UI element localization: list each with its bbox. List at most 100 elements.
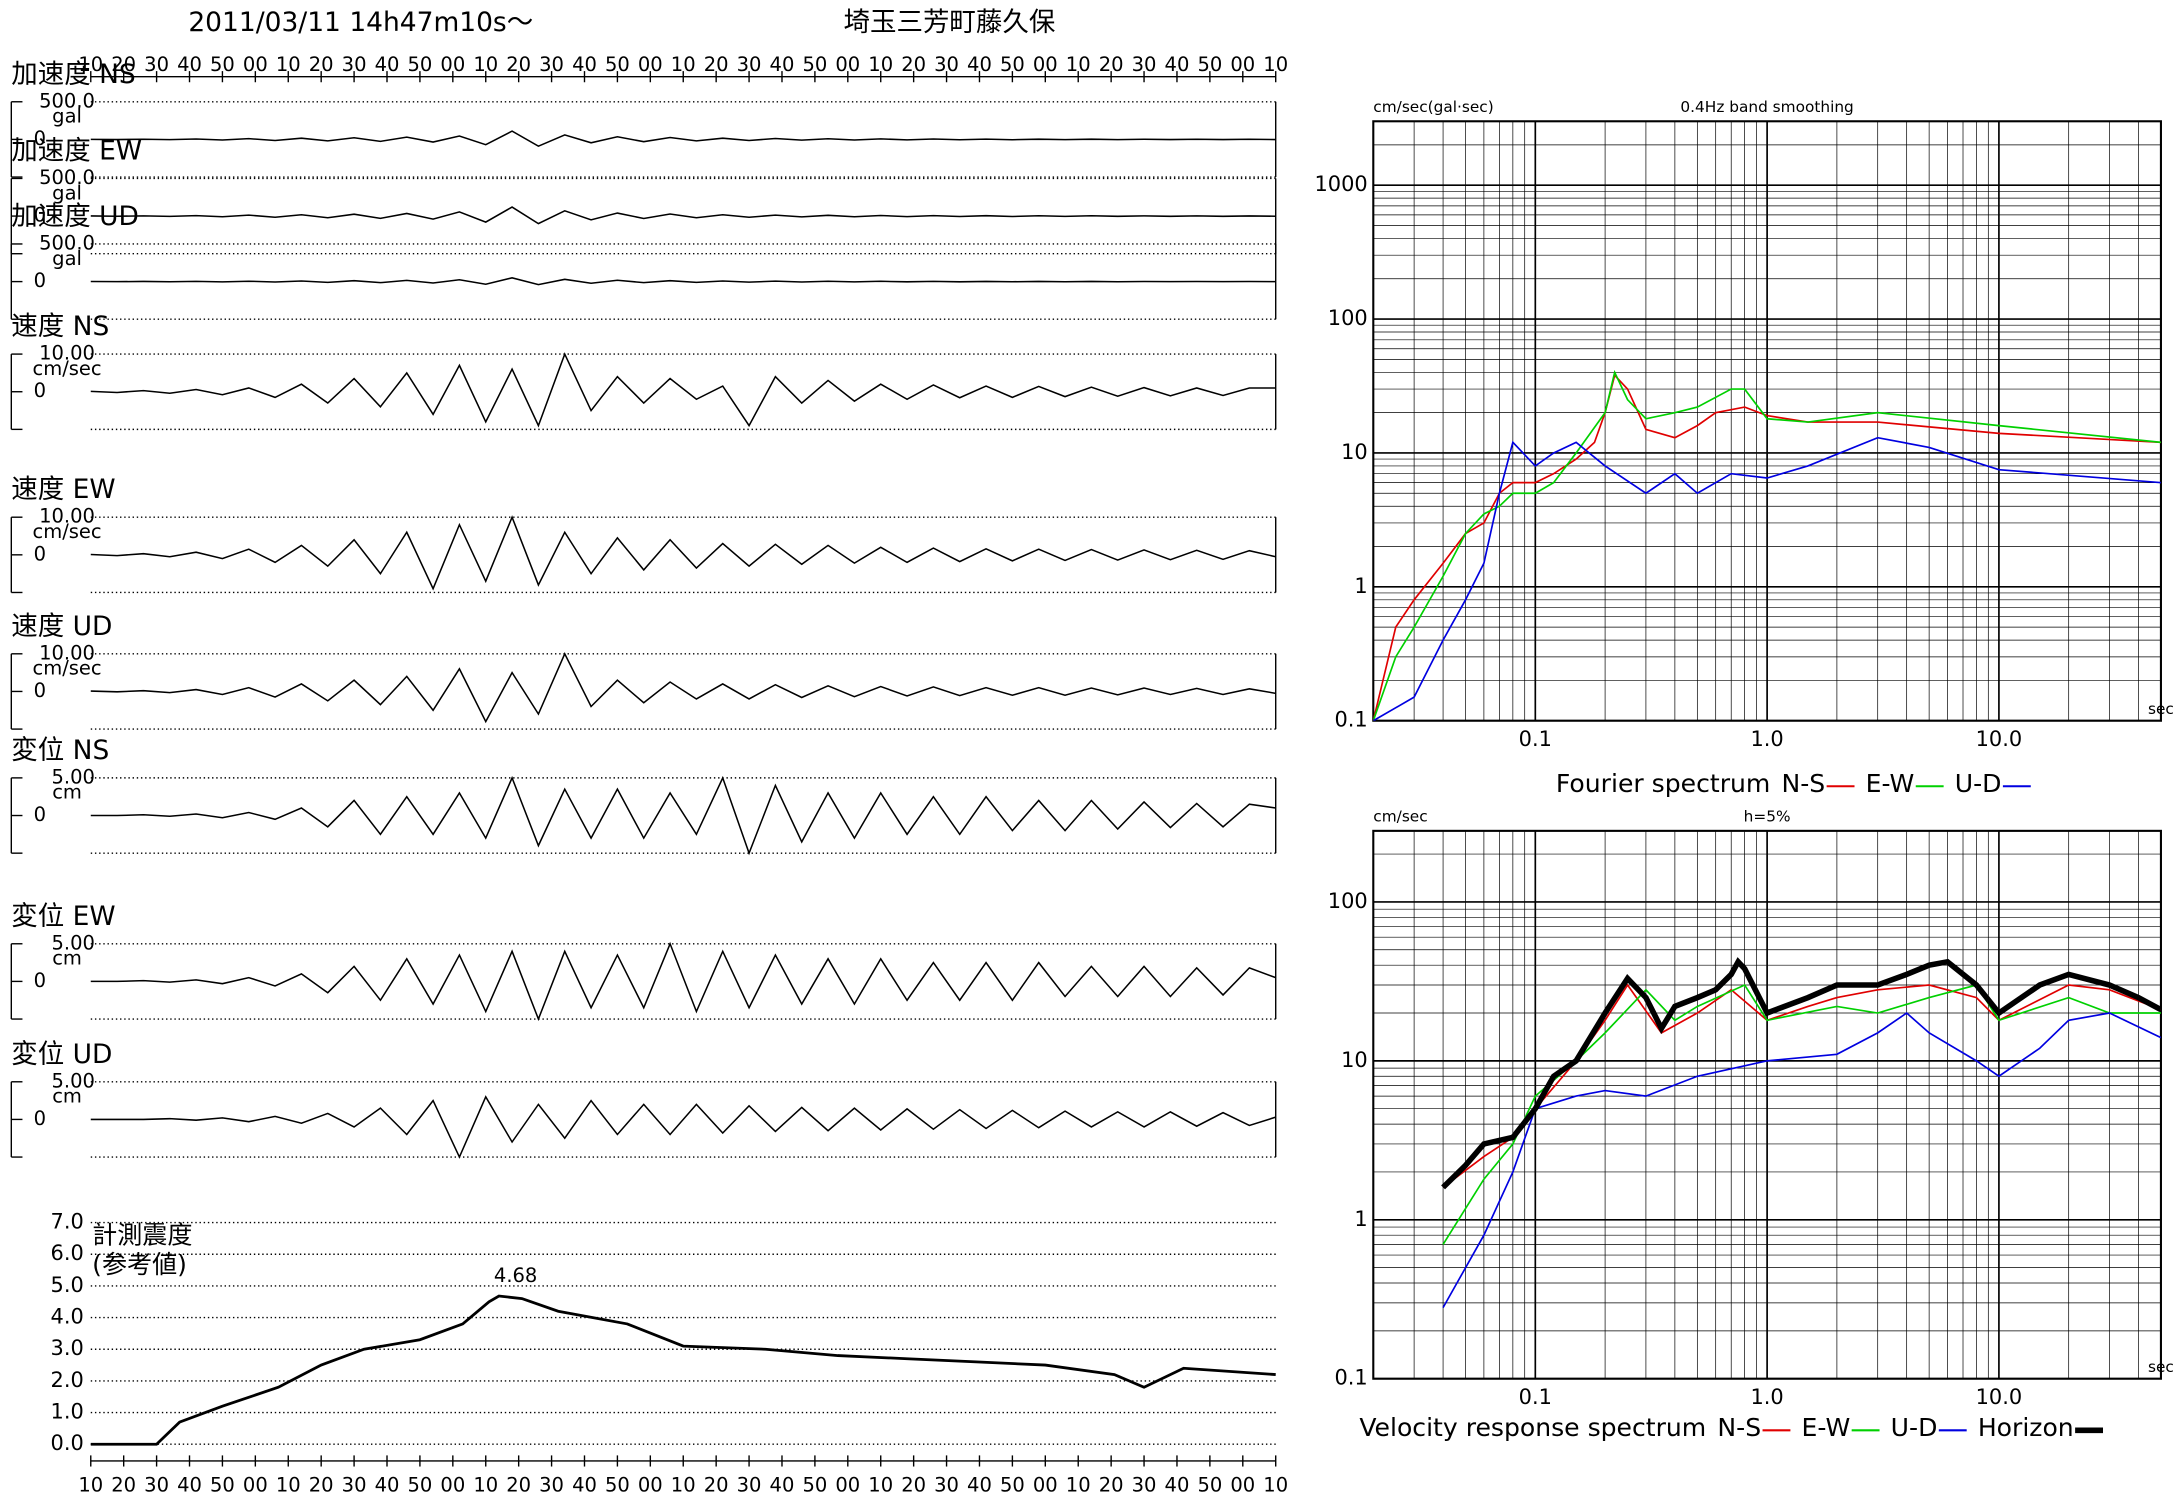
y-tick-label: 0 (34, 679, 46, 702)
time-label: 20 (704, 1474, 729, 1497)
unit-label: cm/sec (32, 357, 101, 380)
waveform (90, 775, 1276, 856)
time-label: 30 (144, 1474, 169, 1497)
time-label: 00 (440, 1474, 465, 1497)
legend-label: U-D (1891, 1413, 1938, 1442)
datetime: 2011/03/11 14h47m10s〜 (188, 7, 533, 38)
time-label: 10 (78, 1474, 103, 1497)
unit-label: gal (52, 247, 82, 270)
y-tick-label: 1 (1354, 1207, 1367, 1231)
time-label: 40 (375, 1474, 400, 1497)
y-tick-label: 5.00 (52, 765, 95, 788)
time-label: 10 (276, 1474, 301, 1497)
time-label: 00 (835, 1474, 860, 1497)
legend-label: U-D (1955, 769, 2002, 798)
y-tick-label: 4.0 (51, 1305, 84, 1329)
x-axis-label: sec (2148, 700, 2174, 718)
trace-title: 変位 NS (11, 735, 109, 766)
y-tick-label: 6.0 (51, 1241, 84, 1265)
y-tick-label: 10.00 (39, 342, 95, 365)
y-tick-label: 0.0 (51, 1431, 84, 1455)
time-label: 10 (1066, 1474, 1091, 1497)
y-tick-label: 1000 (1315, 172, 1368, 196)
time-label: 10 (868, 1474, 893, 1497)
y-tick-label: 5.00 (52, 1069, 95, 1092)
unit-label: gal (52, 181, 82, 204)
time-label: 20 (901, 1474, 926, 1497)
time-label: 00 (638, 53, 663, 76)
time-label: 20 (1099, 53, 1124, 76)
x-tick-label: 1.0 (1750, 1385, 1783, 1409)
spectrum-line (1441, 957, 2161, 1190)
spectrum-line (1373, 369, 2161, 721)
y-tick-label: 0.1 (1334, 708, 1367, 732)
time-label: 40 (770, 53, 795, 76)
y-tick-label: 500.0 (39, 89, 95, 112)
unit-label: cm (52, 947, 82, 970)
time-label: 00 (1230, 1474, 1255, 1497)
time-label: 30 (342, 53, 367, 76)
time-label: 10 (671, 53, 696, 76)
time-label: 50 (408, 1474, 433, 1497)
time-label: 40 (375, 53, 400, 76)
trace-title: 加速度 UD (11, 201, 139, 232)
time-label: 10 (671, 1474, 696, 1497)
legend-label: Horizon (1978, 1413, 2074, 1442)
y-tick-label: 5.0 (51, 1273, 84, 1297)
time-label: 00 (835, 53, 860, 76)
unit-label: cm (52, 1085, 82, 1108)
time-label: 50 (1000, 1474, 1025, 1497)
time-label: 00 (243, 53, 268, 76)
time-label: 00 (440, 53, 465, 76)
time-label: 20 (1099, 1474, 1124, 1497)
time-label: 50 (210, 53, 235, 76)
time-label: 20 (704, 53, 729, 76)
trace-title: 速度 NS (11, 311, 109, 342)
y-tick-label: 5.00 (52, 931, 95, 954)
y-tick-label: 0 (34, 204, 46, 227)
y-tick-label: 0 (34, 969, 46, 992)
time-label: 30 (144, 53, 169, 76)
time-label: 30 (934, 53, 959, 76)
trace-title: 変位 UD (11, 1039, 112, 1070)
x-tick-label: 0.1 (1519, 727, 1552, 751)
waveform (90, 1095, 1276, 1159)
time-label: 00 (243, 1474, 268, 1497)
time-label: 50 (605, 53, 630, 76)
time-label: 00 (638, 1474, 663, 1497)
note: h=5% (1744, 807, 1791, 825)
unit-label: cm (52, 781, 82, 804)
y-tick-label: 3.0 (51, 1336, 84, 1360)
waveform (90, 652, 1276, 724)
time-label: 00 (1033, 1474, 1058, 1497)
y-tick-label: 10 (1341, 440, 1368, 464)
y-tick-label: 0 (34, 803, 46, 826)
time-label: 20 (309, 1474, 334, 1497)
y-tick-label: 0 (34, 1107, 46, 1130)
waveform (90, 515, 1276, 591)
time-label: 50 (408, 53, 433, 76)
time-label: 30 (342, 1474, 367, 1497)
panel-subtitle: (参考値) (92, 1250, 187, 1279)
panel-title: 計測震度 (92, 1221, 192, 1250)
time-label: 20 (901, 53, 926, 76)
waveform (90, 941, 1276, 1022)
time-label: 10 (1263, 53, 1288, 76)
time-label: 10 (1263, 1474, 1288, 1497)
legend-label: E-W (1866, 769, 1915, 798)
time-label: 10 (276, 53, 301, 76)
time-label: 40 (770, 1474, 795, 1497)
trace-title: 速度 UD (11, 611, 112, 642)
intensity-line (90, 1294, 1276, 1446)
y-tick-label: 500.0 (39, 231, 95, 254)
time-label: 20 (506, 1474, 531, 1497)
legend-title: Velocity response spectrum (1359, 1413, 1706, 1442)
y-tick-label: 100 (1328, 889, 1368, 913)
time-label: 00 (1230, 53, 1255, 76)
time-label: 40 (177, 53, 202, 76)
time-label: 20 (111, 1474, 136, 1497)
waveform (90, 277, 1276, 286)
time-label: 30 (539, 53, 564, 76)
x-tick-label: 10.0 (1976, 1385, 2023, 1409)
